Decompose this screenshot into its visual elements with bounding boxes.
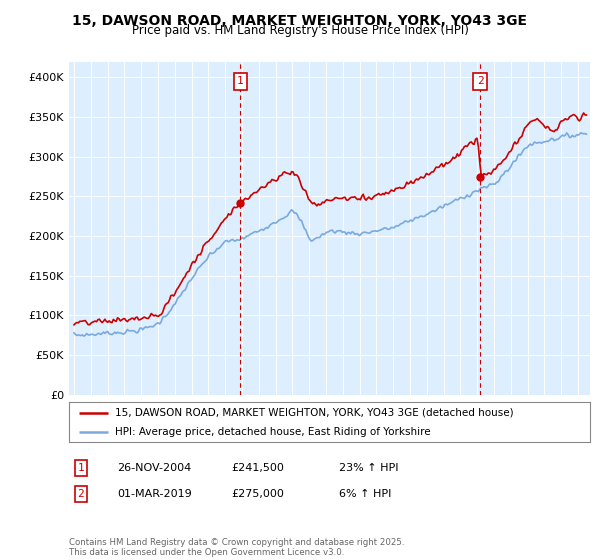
Text: Contains HM Land Registry data © Crown copyright and database right 2025.
This d: Contains HM Land Registry data © Crown c… — [69, 538, 404, 557]
Text: £241,500: £241,500 — [231, 463, 284, 473]
Text: 23% ↑ HPI: 23% ↑ HPI — [339, 463, 398, 473]
Text: Price paid vs. HM Land Registry's House Price Index (HPI): Price paid vs. HM Land Registry's House … — [131, 24, 469, 36]
Text: £275,000: £275,000 — [231, 489, 284, 499]
Text: 26-NOV-2004: 26-NOV-2004 — [117, 463, 191, 473]
Text: 15, DAWSON ROAD, MARKET WEIGHTON, YORK, YO43 3GE: 15, DAWSON ROAD, MARKET WEIGHTON, YORK, … — [73, 14, 527, 28]
Text: 01-MAR-2019: 01-MAR-2019 — [117, 489, 192, 499]
Text: 15, DAWSON ROAD, MARKET WEIGHTON, YORK, YO43 3GE (detached house): 15, DAWSON ROAD, MARKET WEIGHTON, YORK, … — [115, 408, 514, 418]
Text: 1: 1 — [237, 76, 244, 86]
Text: 2: 2 — [477, 76, 484, 86]
Text: 1: 1 — [77, 463, 85, 473]
Text: 6% ↑ HPI: 6% ↑ HPI — [339, 489, 391, 499]
Text: 2: 2 — [77, 489, 85, 499]
Text: HPI: Average price, detached house, East Riding of Yorkshire: HPI: Average price, detached house, East… — [115, 427, 430, 436]
